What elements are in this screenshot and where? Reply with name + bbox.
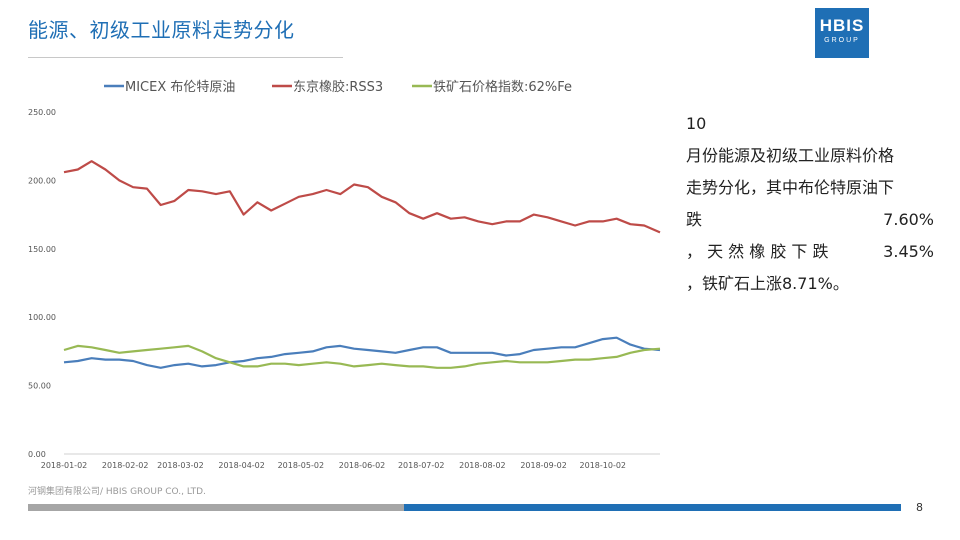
y-tick-label: 250.00 xyxy=(28,108,56,117)
y-tick-label: 50.00 xyxy=(28,382,51,391)
footer-bar-gray xyxy=(28,504,404,511)
commentary-line-5: ， 天 然 橡 胶 下 跌 3.45% xyxy=(686,236,934,268)
x-axis: 2018-01-02 2018-02-02 2018-03-02 2018-04-02… xyxy=(41,453,660,470)
commentary-line-4b: 7.60% xyxy=(883,210,934,229)
x-tick-label: 2018-05-02 xyxy=(278,461,325,470)
series-line xyxy=(63,344,661,369)
x-tick-label: 2018-06-02 xyxy=(339,461,386,470)
x-tick-label: 2018-09-02 xyxy=(520,461,567,470)
hbis-logo: HBIS GROUP xyxy=(815,8,869,58)
commentary-line-2: 月份能源及初级工业原料价格 xyxy=(686,146,895,165)
x-tick-label: 2018-02-02 xyxy=(102,461,149,470)
commentary-line-4: 跌 7.60% xyxy=(686,204,934,236)
commentary-line-3: 走势分化，其中布伦特原油下 xyxy=(686,178,895,197)
commentary-line-1: 10 xyxy=(686,114,707,133)
y-tick-label: 200.00 xyxy=(28,176,56,185)
x-tick-label: 2018-07-02 xyxy=(398,461,445,470)
commentary-line-6: ，铁矿石上涨8.71%。 xyxy=(686,274,849,293)
series-lines xyxy=(63,160,661,369)
legend-label: 东京橡胶:RSS3 xyxy=(293,79,383,95)
commentary-line-5b: 3.45% xyxy=(883,242,934,261)
x-tick-label: 2018-03-02 xyxy=(157,461,204,470)
y-tick-label: 100.00 xyxy=(28,313,56,322)
series-line xyxy=(63,336,661,369)
y-axis: 0.00 50.00 100.00 150.00 200.00 250.00 xyxy=(28,108,56,459)
logo-main-text: HBIS xyxy=(819,16,865,35)
legend-label: 铁矿石价格指数:62%Fe xyxy=(433,79,572,95)
x-tick-label: 2018-01-02 xyxy=(41,461,88,470)
legend-label: MICEX 布伦特原油 xyxy=(125,80,235,95)
y-tick-label: 0.00 xyxy=(28,450,46,459)
chart-legend: MICEX 布伦特原油 东京橡胶:RSS3 铁矿石价格指数:62%Fe xyxy=(104,79,572,95)
page-number: 8 xyxy=(916,501,923,514)
x-tick-label: 2018-10-02 xyxy=(580,461,627,470)
x-tick-label: 2018-04-02 xyxy=(218,461,265,470)
line-chart: MICEX 布伦特原油 东京橡胶:RSS3 铁矿石价格指数:62%Fe 0.00 50… xyxy=(28,79,661,470)
page-title: 能源、初级工业原料走势分化 xyxy=(28,18,295,42)
x-tick-label: 2018-08-02 xyxy=(459,461,506,470)
y-tick-label: 150.00 xyxy=(28,245,56,254)
company-name: 河钢集团有限公司/ HBIS GROUP CO., LTD. xyxy=(28,487,206,497)
footer-bar-blue xyxy=(404,504,901,511)
commentary-line-5a: ， 天 然 橡 胶 下 跌 xyxy=(686,242,829,261)
commentary-text: 10 月份能源及初级工业原料价格 走势分化，其中布伦特原油下 跌 7.60% ，… xyxy=(686,108,934,300)
title-divider xyxy=(28,57,343,58)
logo-sub-text: GROUP xyxy=(824,37,860,44)
commentary-line-4a: 跌 xyxy=(686,210,703,229)
series-line xyxy=(63,160,661,234)
